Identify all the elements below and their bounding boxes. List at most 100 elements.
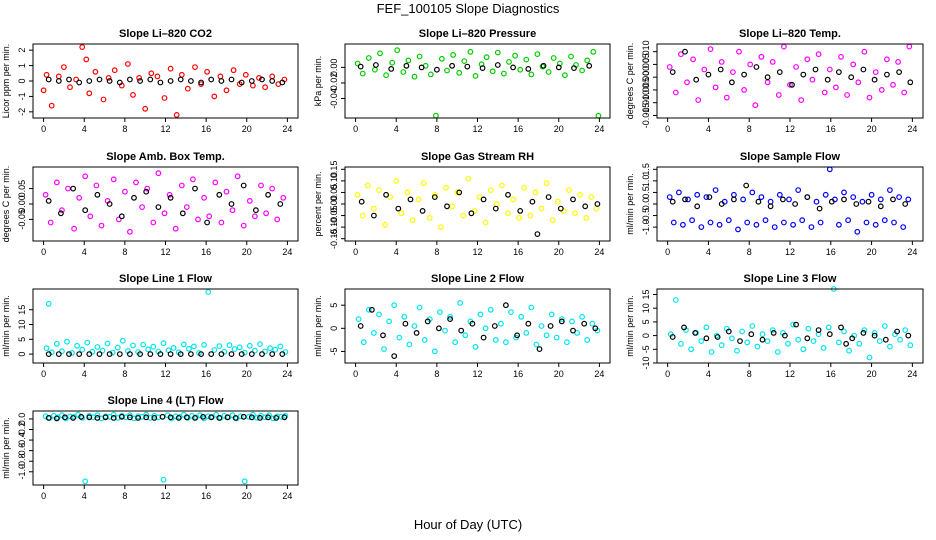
data-point <box>444 67 450 74</box>
data-point <box>501 70 507 77</box>
data-point <box>86 414 93 421</box>
series-1 <box>354 47 602 119</box>
data-point <box>579 313 585 320</box>
data-point <box>703 335 710 342</box>
x-tick-label: 4 <box>82 124 87 134</box>
series-1 <box>42 170 287 235</box>
data-point <box>845 217 851 224</box>
data-point <box>45 197 52 204</box>
data-point <box>273 415 280 421</box>
y-tick-label: -10 <box>641 356 651 369</box>
x-tick-label: 8 <box>122 491 127 501</box>
data-point <box>725 217 732 224</box>
data-point <box>391 353 398 360</box>
data-point <box>167 351 174 358</box>
data-point <box>841 328 847 335</box>
data-point <box>427 71 434 78</box>
data-point <box>119 337 126 344</box>
data-point <box>167 194 174 201</box>
data-point <box>143 414 150 421</box>
data-point <box>130 342 136 349</box>
data-point <box>499 182 505 189</box>
data-point <box>754 343 761 350</box>
x-tick-label: 12 <box>472 369 482 379</box>
data-point <box>106 78 113 84</box>
data-point <box>118 413 125 420</box>
data-point <box>251 347 258 354</box>
data-point <box>184 85 191 92</box>
data-point <box>532 189 539 196</box>
data-point <box>192 415 198 421</box>
x-tick-label: 20 <box>554 369 564 379</box>
data-point <box>799 217 806 224</box>
data-point <box>411 73 418 80</box>
y-tick-label: 15 <box>641 289 651 299</box>
y-tick-label: -0.6 <box>17 443 27 459</box>
data-point <box>92 68 99 75</box>
data-point <box>589 320 596 327</box>
data-point <box>764 79 771 86</box>
y-tick-label: 15 <box>17 305 27 315</box>
y-tick-label: 0.00 <box>329 59 339 77</box>
data-point <box>94 415 101 421</box>
data-point <box>562 72 568 79</box>
data-point <box>456 69 463 76</box>
y-tick-label: -0.2 <box>17 422 27 438</box>
data-point <box>590 48 597 55</box>
data-point <box>413 330 420 336</box>
data-point <box>570 327 576 334</box>
data-point <box>232 415 239 421</box>
y-axis-label: Licor ppm per min. <box>1 44 11 119</box>
data-point <box>157 351 164 358</box>
data-point <box>277 343 284 350</box>
data-point <box>216 191 223 198</box>
data-point <box>262 84 269 91</box>
data-point <box>79 44 86 50</box>
data-point <box>572 210 578 217</box>
data-point <box>461 58 468 64</box>
data-point <box>682 48 688 55</box>
data-point <box>815 327 822 334</box>
data-point <box>403 62 410 69</box>
data-point <box>383 191 390 198</box>
chart-panel-10: Slope Line 4 (LT) Flow ml/min per min. 0 4 8… <box>1 395 299 501</box>
x-tick-label: 4 <box>82 369 87 379</box>
data-point <box>208 351 215 358</box>
data-point <box>66 351 72 358</box>
data-point <box>859 198 866 205</box>
x-tick-label: 12 <box>785 247 795 257</box>
data-point <box>130 91 136 98</box>
data-point <box>450 52 457 58</box>
data-point <box>406 341 413 348</box>
y-tick-label: 5 <box>641 319 651 324</box>
data-point <box>177 351 184 358</box>
data-point <box>894 328 900 335</box>
data-point <box>105 74 112 81</box>
data-point <box>517 207 524 214</box>
data-point <box>538 205 545 212</box>
data-point <box>812 66 819 73</box>
plot-frame <box>32 43 299 119</box>
data-point <box>877 196 884 203</box>
data-point <box>228 76 235 83</box>
data-point <box>402 320 409 327</box>
y-tick-label: -0.005 <box>641 77 651 103</box>
data-point <box>514 332 520 339</box>
y-tick-label: 10 <box>17 320 27 330</box>
data-point <box>381 346 387 353</box>
data-point <box>438 224 444 231</box>
data-point <box>816 205 823 212</box>
data-point <box>776 191 783 198</box>
data-point <box>212 179 219 186</box>
data-point <box>685 196 691 203</box>
data-point <box>836 69 842 75</box>
data-point <box>398 210 405 217</box>
data-point <box>545 69 552 75</box>
data-point <box>136 74 143 81</box>
data-point <box>170 345 177 351</box>
data-point <box>740 196 746 203</box>
data-point <box>464 63 471 70</box>
data-point <box>121 188 128 195</box>
data-point <box>94 344 101 350</box>
x-tick-label: 24 <box>907 247 917 257</box>
